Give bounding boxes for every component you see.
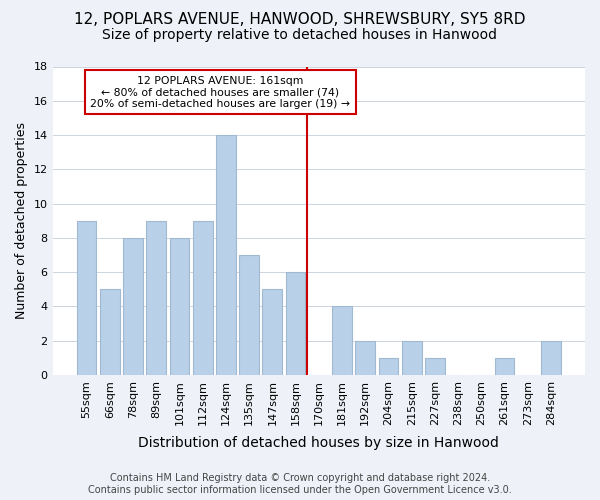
Text: Size of property relative to detached houses in Hanwood: Size of property relative to detached ho… xyxy=(103,28,497,42)
Bar xyxy=(146,220,166,375)
Text: 12 POPLARS AVENUE: 161sqm
← 80% of detached houses are smaller (74)
20% of semi-: 12 POPLARS AVENUE: 161sqm ← 80% of detac… xyxy=(90,76,350,109)
Bar xyxy=(355,340,375,375)
Bar xyxy=(379,358,398,375)
X-axis label: Distribution of detached houses by size in Hanwood: Distribution of detached houses by size … xyxy=(139,436,499,450)
Bar xyxy=(425,358,445,375)
Text: 12, POPLARS AVENUE, HANWOOD, SHREWSBURY, SY5 8RD: 12, POPLARS AVENUE, HANWOOD, SHREWSBURY,… xyxy=(74,12,526,28)
Bar xyxy=(100,289,119,375)
Bar xyxy=(239,255,259,375)
Y-axis label: Number of detached properties: Number of detached properties xyxy=(15,122,28,319)
Bar xyxy=(402,340,422,375)
Bar xyxy=(332,306,352,375)
Bar xyxy=(170,238,190,375)
Bar xyxy=(286,272,305,375)
Bar xyxy=(262,289,282,375)
Text: Contains HM Land Registry data © Crown copyright and database right 2024.
Contai: Contains HM Land Registry data © Crown c… xyxy=(88,474,512,495)
Bar xyxy=(193,220,212,375)
Bar xyxy=(216,135,236,375)
Bar xyxy=(494,358,514,375)
Bar xyxy=(541,340,561,375)
Bar xyxy=(77,220,97,375)
Bar xyxy=(123,238,143,375)
